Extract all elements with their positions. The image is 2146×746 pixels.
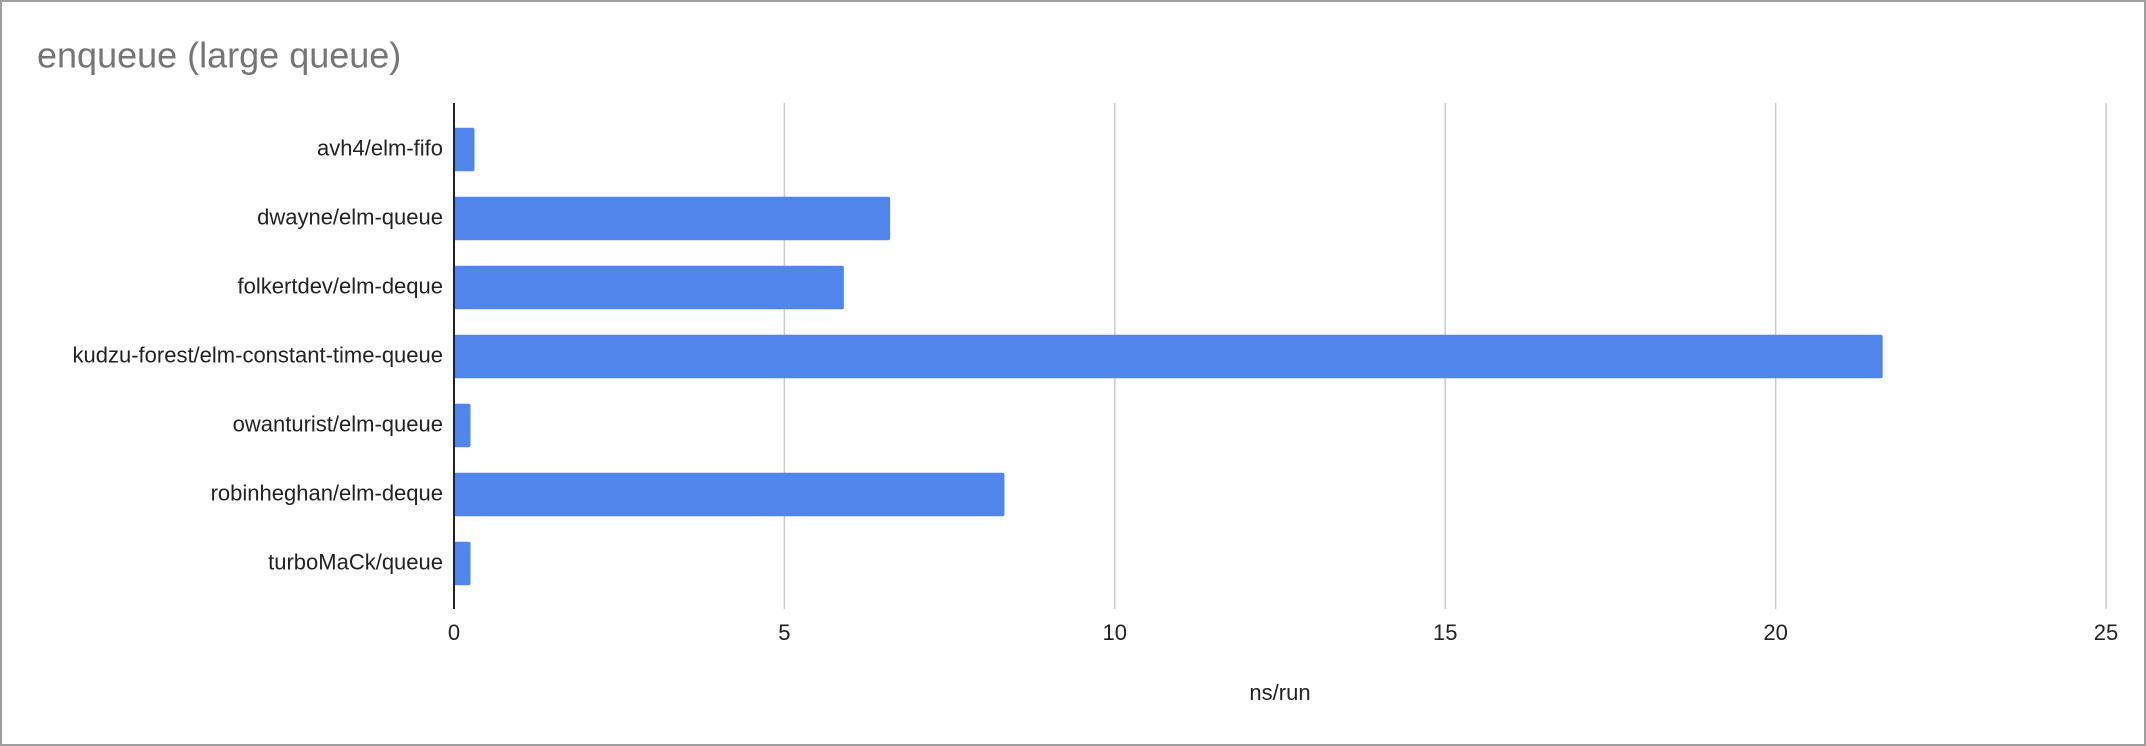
bar bbox=[454, 403, 471, 448]
x-tick-label: 15 bbox=[1433, 620, 1457, 645]
x-axis-label: ns/run bbox=[1249, 680, 1310, 705]
y-tick-label: turboMaCk/queue bbox=[268, 549, 443, 574]
y-tick-label: owanturist/elm-queue bbox=[233, 411, 443, 436]
bar bbox=[454, 265, 844, 310]
bar bbox=[454, 541, 471, 586]
x-tick-label: 20 bbox=[1763, 620, 1787, 645]
bar bbox=[454, 472, 1005, 517]
y-tick-label: folkertdev/elm-deque bbox=[238, 273, 443, 298]
chart-title: enqueue (large queue) bbox=[37, 35, 401, 76]
bar bbox=[454, 196, 891, 241]
y-tick-label: robinheghan/elm-deque bbox=[211, 480, 443, 505]
y-tick-label: kudzu-forest/elm-constant-time-queue bbox=[73, 342, 444, 367]
bar bbox=[454, 127, 475, 172]
y-tick-label: avh4/elm-fifo bbox=[317, 135, 443, 160]
bar bbox=[454, 334, 1883, 379]
y-tick-label: dwayne/elm-queue bbox=[257, 204, 443, 229]
x-tick-label: 25 bbox=[2094, 620, 2118, 645]
x-tick-label: 10 bbox=[1103, 620, 1127, 645]
x-tick-label: 0 bbox=[448, 620, 460, 645]
x-tick-label: 5 bbox=[778, 620, 790, 645]
